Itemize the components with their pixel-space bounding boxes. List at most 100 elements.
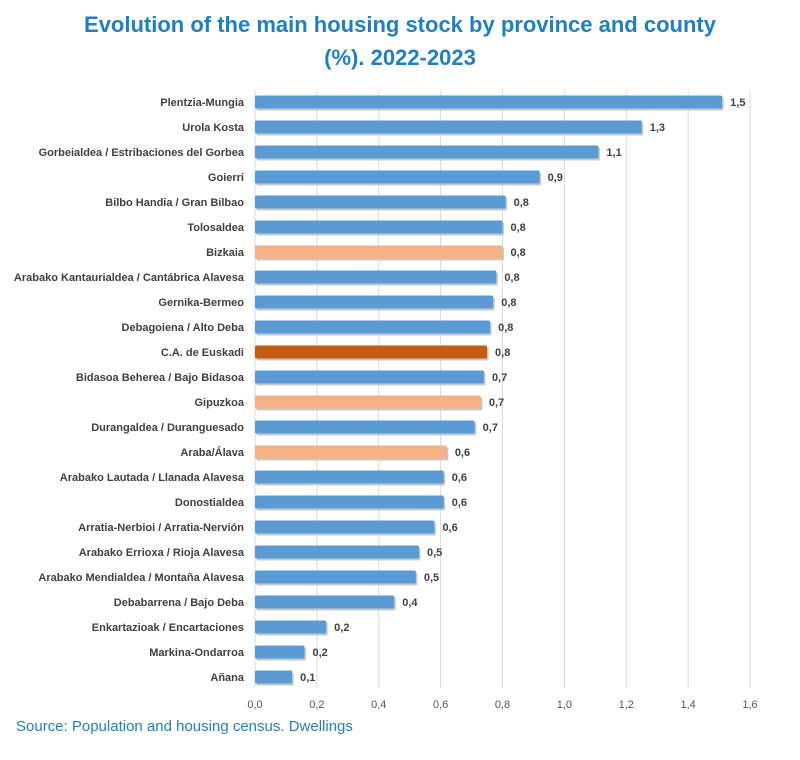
bar-group [255, 495, 446, 511]
bar-group [255, 620, 328, 636]
value-label: 0,5 [424, 572, 439, 584]
value-label: 0,6 [452, 497, 467, 509]
bar [255, 120, 642, 134]
bar [255, 245, 503, 259]
x-tick-label: 1,4 [680, 699, 695, 711]
bar-group [255, 370, 486, 386]
bar-group [255, 670, 294, 686]
bar [255, 220, 503, 234]
bar-group [255, 445, 449, 461]
category-label: Añana [210, 672, 245, 684]
bar [255, 570, 416, 584]
bar-group [255, 345, 489, 361]
bar [255, 645, 305, 659]
bar-group [255, 420, 477, 436]
category-label: Araba/Álava [180, 446, 244, 459]
bar [255, 545, 419, 559]
category-label: C.A. de Euskadi [161, 347, 244, 359]
bar-group [255, 470, 446, 486]
value-label: 0,8 [511, 222, 526, 234]
bar-group [255, 395, 483, 411]
bar [255, 145, 599, 159]
value-label: 1,5 [730, 97, 745, 109]
bar [255, 620, 327, 634]
category-label: Enkartazioak / Encartaciones [92, 622, 244, 634]
category-label: Debabarrena / Bajo Deba [114, 597, 245, 609]
bar-group [255, 595, 396, 611]
category-label: Bidasoa Beherea / Bajo Bidasoa [76, 372, 245, 384]
bar [255, 370, 484, 384]
bar [255, 345, 488, 359]
bar [255, 320, 491, 334]
bar [255, 520, 435, 534]
value-label: 0,1 [300, 672, 315, 684]
bar-group [255, 145, 600, 161]
bar [255, 495, 444, 509]
category-label: Durangaldea / Duranguesado [91, 422, 244, 434]
x-tick-label: 1,6 [742, 699, 757, 711]
x-tick-label: 1,2 [619, 699, 634, 711]
category-label: Bizkaia [206, 247, 245, 259]
category-label: Goierri [208, 172, 244, 184]
bar-group [255, 220, 504, 236]
bar [255, 670, 293, 684]
value-label: 0,9 [548, 172, 563, 184]
category-label: Donostialdea [175, 497, 245, 509]
bar [255, 270, 497, 284]
bar-group [255, 295, 495, 311]
value-label: 0,7 [492, 372, 507, 384]
value-label: 0,4 [402, 597, 418, 609]
value-label: 0,8 [498, 322, 513, 334]
category-label: Gipuzkoa [194, 397, 244, 409]
value-label: 0,7 [489, 397, 504, 409]
x-tick-label: 0,6 [433, 699, 448, 711]
value-label: 0,5 [427, 547, 442, 559]
bar [255, 595, 395, 609]
value-label: 0,2 [334, 622, 349, 634]
bar-group [255, 645, 306, 661]
value-label: 0,8 [511, 247, 526, 259]
value-label: 0,8 [501, 297, 516, 309]
category-label: Arabako Kantaurialdea / Cantábrica Alave… [14, 272, 245, 284]
category-label: Arabako Lautada / Llanada Alavesa [60, 472, 245, 484]
x-tick-label: 1,0 [557, 699, 572, 711]
bar [255, 170, 540, 184]
value-label: 1,1 [606, 147, 621, 159]
bar-group [255, 170, 542, 186]
bar [255, 395, 481, 409]
category-label: Debagoiena / Alto Deba [122, 322, 245, 334]
bar-group [255, 270, 498, 286]
bar [255, 295, 494, 309]
category-label: Markina-Ondarroa [149, 647, 245, 659]
bar-group [255, 320, 492, 336]
bar [255, 95, 723, 109]
bar-group [255, 95, 724, 111]
bar [255, 195, 506, 209]
source-note: Source: Population and housing census. D… [16, 718, 353, 735]
x-tick-label: 0,4 [371, 699, 386, 711]
value-label: 0,2 [313, 647, 328, 659]
chart-title: Evolution of the main housing stock by p… [0, 8, 800, 74]
bar [255, 445, 447, 459]
x-tick-label: 0,2 [309, 699, 324, 711]
category-label: Bilbo Handia / Gran Bilbao [105, 197, 244, 209]
bar [255, 470, 444, 484]
bar-chart: 0,0 0,2 0,4 0,6 0,8 1,0 1,2 1,4 1,6 Plentzia-Mung… [14, 90, 758, 711]
category-label: Plentzia-Mungia [160, 97, 245, 109]
bar-group [255, 570, 418, 586]
category-label: Arratia-Nerbioi / Arratia-Nervión [78, 522, 244, 534]
bar-group [255, 195, 508, 211]
value-label: 0,6 [452, 472, 467, 484]
value-label: 1,3 [650, 122, 665, 134]
category-label: Arabako Mendialdea / Montaña Alavesa [38, 572, 244, 584]
bar [255, 420, 475, 434]
bar-group [255, 520, 436, 536]
category-label: Urola Kosta [182, 122, 245, 134]
value-label: 0,8 [514, 197, 529, 209]
chart-title-line-2: (%). 2022-2023 [324, 45, 476, 70]
bar-group [255, 120, 644, 136]
category-label: Tolosaldea [187, 222, 245, 234]
category-label: Gernika-Bermeo [158, 297, 244, 309]
bar-group [255, 245, 504, 261]
x-tick-label: 0,0 [247, 699, 262, 711]
